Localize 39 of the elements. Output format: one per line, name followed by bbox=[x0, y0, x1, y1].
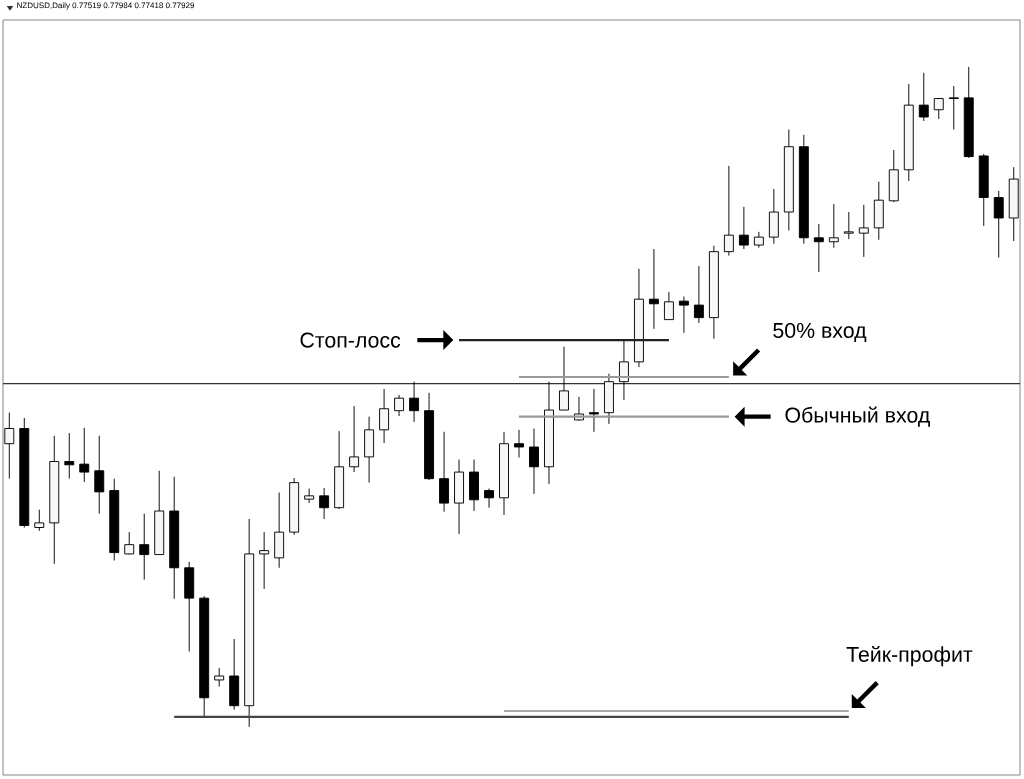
candlestick bbox=[304, 488, 315, 504]
candlestick bbox=[723, 165, 734, 257]
candlestick bbox=[4, 412, 15, 480]
candlestick bbox=[813, 223, 824, 273]
candlestick bbox=[589, 388, 599, 433]
candlestick bbox=[918, 72, 929, 122]
candlestick bbox=[828, 203, 839, 249]
chart-title: NZDUSD,Daily 0.77519 0.77984 0.77418 0.77929 bbox=[17, 2, 195, 10]
candlestick bbox=[409, 381, 420, 423]
candlestick bbox=[678, 296, 689, 334]
candlestick bbox=[484, 488, 494, 509]
annotation: Стоп-лосс bbox=[300, 332, 401, 348]
candlestick bbox=[214, 667, 225, 688]
candlestick bbox=[559, 346, 569, 411]
candlestick bbox=[648, 248, 659, 330]
candlestick bbox=[858, 204, 869, 258]
candlestick bbox=[618, 339, 629, 401]
candlestick bbox=[79, 427, 90, 483]
candlestick bbox=[34, 509, 45, 532]
candlestick bbox=[948, 85, 959, 131]
annotation: Обычный вход bbox=[785, 406, 930, 427]
candlestick bbox=[843, 211, 854, 240]
candlestick bbox=[64, 432, 75, 480]
candlestick bbox=[379, 388, 390, 444]
candlestick bbox=[139, 513, 150, 581]
candlestick bbox=[349, 405, 360, 473]
candlestick bbox=[529, 428, 539, 495]
candlestick bbox=[319, 487, 330, 520]
candlestick bbox=[993, 190, 1004, 259]
candlestick bbox=[259, 531, 270, 590]
candlestick bbox=[394, 394, 405, 417]
candlestick bbox=[94, 435, 105, 515]
candlestick bbox=[738, 206, 749, 250]
candlestick bbox=[693, 265, 704, 324]
candlestick bbox=[663, 291, 674, 321]
candlestick bbox=[514, 429, 524, 459]
annotation: Тейк-профит bbox=[846, 645, 973, 667]
annotation: 50% вход bbox=[773, 322, 867, 343]
candlestick bbox=[124, 531, 135, 556]
